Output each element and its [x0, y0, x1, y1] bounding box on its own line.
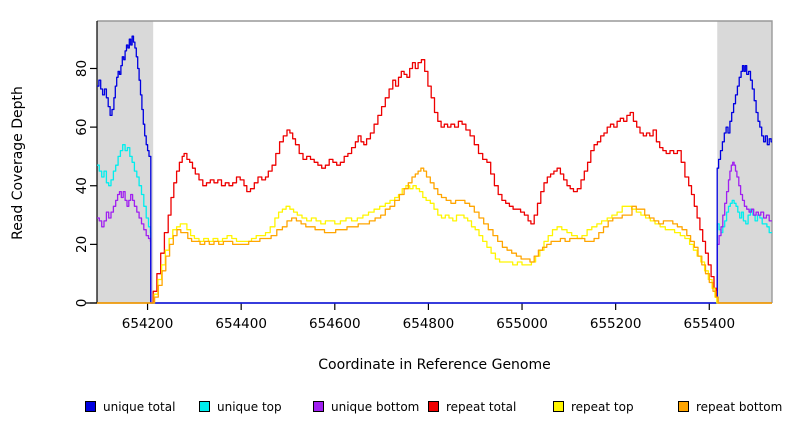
- x-tick-label: 655000: [496, 316, 548, 332]
- y-tick-label: 60: [74, 119, 90, 136]
- x-tick-label: 654200: [122, 316, 174, 332]
- plot-box-gray-edges: [97, 20, 773, 303]
- x-tick-label: 655400: [684, 316, 736, 332]
- series-unique-total: [97, 35, 772, 304]
- x-tick-label: 654800: [403, 316, 455, 332]
- y-tick-label: 40: [74, 177, 90, 194]
- y-tick-label: 20: [74, 236, 90, 253]
- masked-region-left: [97, 21, 154, 303]
- masked-region-right: [717, 21, 772, 303]
- y-tick-label: 80: [74, 60, 90, 77]
- series-repeat-top: [97, 185, 772, 304]
- x-tick-label: 654600: [309, 316, 361, 332]
- series-repeat-total: [97, 59, 772, 304]
- x-tick-label: 655200: [590, 316, 642, 332]
- y-axis-title: Read Coverage Depth: [10, 86, 26, 240]
- series-repeat-bottom: [97, 167, 772, 304]
- series-unique-top: [97, 144, 772, 304]
- y-tick-label: 0: [74, 299, 90, 308]
- x-axis-title: Coordinate in Reference Genome: [318, 357, 551, 373]
- x-tick-label: 654400: [215, 316, 267, 332]
